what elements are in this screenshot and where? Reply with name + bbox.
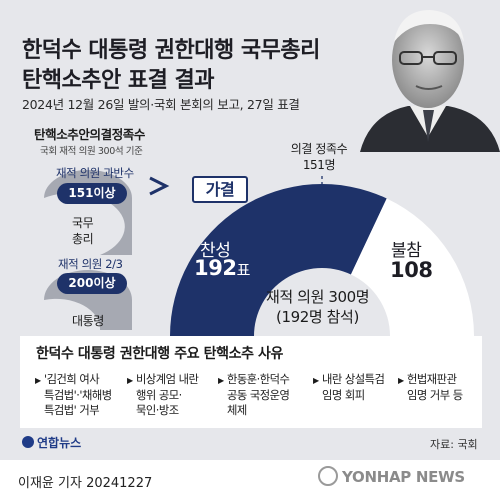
portrait-photo — [360, 10, 500, 152]
pres-threshold-badge: 200이상 — [57, 273, 127, 294]
triangle-bullet-icon: ▶ — [218, 376, 224, 385]
yes-unit: 표 — [236, 261, 251, 279]
subtitle: 2024년 12월 26일 발의·국회 본회의 보고, 27일 표결 — [22, 97, 300, 112]
reasons-panel — [20, 336, 482, 428]
pm-target-line1: 국무 — [72, 216, 94, 230]
reason-item: ▶ 비상계엄 내란 행위 공모· 묵인·방조 — [127, 372, 199, 419]
triangle-bullet-icon: ▶ — [35, 376, 41, 385]
triangle-bullet-icon: ▶ — [398, 376, 404, 385]
watermark-text: YONHAP NEWS — [342, 468, 465, 486]
reason-line: 특검법'·'채해병 — [44, 388, 112, 402]
logo-icon — [22, 436, 34, 448]
reason-line: 공동 국정운영 — [227, 388, 290, 402]
abstain-label: 불참 — [391, 241, 422, 261]
arrow-icon — [149, 176, 170, 196]
yonhap-logo: 연합뉴스 — [22, 434, 81, 451]
pm-rule: 재적 의원 과반수 — [56, 166, 134, 180]
pres-rule: 재적 의원 2/3 — [58, 257, 123, 271]
reason-item: ▶ '김건희 여사 특검법'·'채해병 특검법' 거부 — [35, 372, 112, 419]
abstain-value: 108 — [390, 258, 433, 282]
pm-threshold-badge: 151이상 — [57, 183, 127, 204]
logo-text: 연합뉴스 — [37, 436, 82, 450]
reason-item: ▶ 내란 상설특검 임명 회피 — [313, 372, 385, 403]
byline: 이재윤 기자 20241227 — [18, 476, 153, 491]
reason-line: '김건희 여사 — [44, 373, 100, 386]
triangle-bullet-icon: ▶ — [313, 376, 319, 385]
reason-line: 한동훈·한덕수 — [227, 373, 290, 386]
title-line-2: 탄핵소추안 표결 결과 — [22, 68, 214, 93]
yes-value: 192 — [194, 256, 237, 280]
total-line1: 재적 의원 300명 — [266, 288, 370, 306]
reason-line: 내란 상설특검 — [322, 373, 385, 386]
reason-line: 묵인·방조 — [136, 404, 179, 417]
pres-target: 대통령 — [72, 314, 104, 328]
quorum-heading: 탄핵소추안의결정족수 — [34, 127, 146, 142]
quorum-label-line2: 151명 — [302, 158, 336, 172]
reasons-heading: 한덕수 대통령 권한대행 주요 탄핵소추 사유 — [36, 346, 284, 362]
quorum-label-line1: 의결 정족수 — [290, 142, 348, 156]
reason-line: 임명 회피 — [322, 388, 365, 402]
infographic-card: 한덕수 대통령 권한대행 국무총리 탄핵소추안 표결 결과 2024년 12월 … — [0, 0, 500, 460]
passed-badge: 가결 — [192, 176, 248, 203]
total-line2: (192명 참석) — [276, 308, 359, 326]
pm-target-line2: 총리 — [72, 232, 94, 246]
quorum-basis: 국회 재적 의원 300석 기준 — [40, 146, 143, 157]
vote-result-chart — [170, 176, 474, 336]
watermark-icon — [318, 466, 338, 486]
yes-label: 찬성 — [200, 241, 231, 261]
triangle-bullet-icon: ▶ — [127, 376, 133, 385]
reason-item: ▶ 한동훈·한덕수 공동 국정운영 체제 — [218, 372, 290, 419]
reason-line: 특검법' 거부 — [44, 404, 100, 417]
abstain-segment — [350, 198, 474, 336]
title-line-1: 한덕수 대통령 권한대행 국무총리 — [22, 38, 320, 63]
reason-line: 행위 공모· — [136, 388, 182, 402]
reason-line: 임명 거부 등 — [407, 388, 463, 402]
yes-count: 192표 — [194, 256, 250, 280]
reason-line: 체제 — [227, 404, 247, 417]
source-note: 자료: 국회 — [430, 438, 478, 451]
watermark: YONHAP NEWS — [318, 466, 465, 486]
reason-item: ▶ 헌법재판관 임명 거부 등 — [398, 372, 463, 403]
yes-segment — [170, 183, 387, 336]
reason-line: 헌법재판관 — [407, 373, 457, 386]
reason-line: 비상계엄 내란 — [136, 373, 199, 386]
